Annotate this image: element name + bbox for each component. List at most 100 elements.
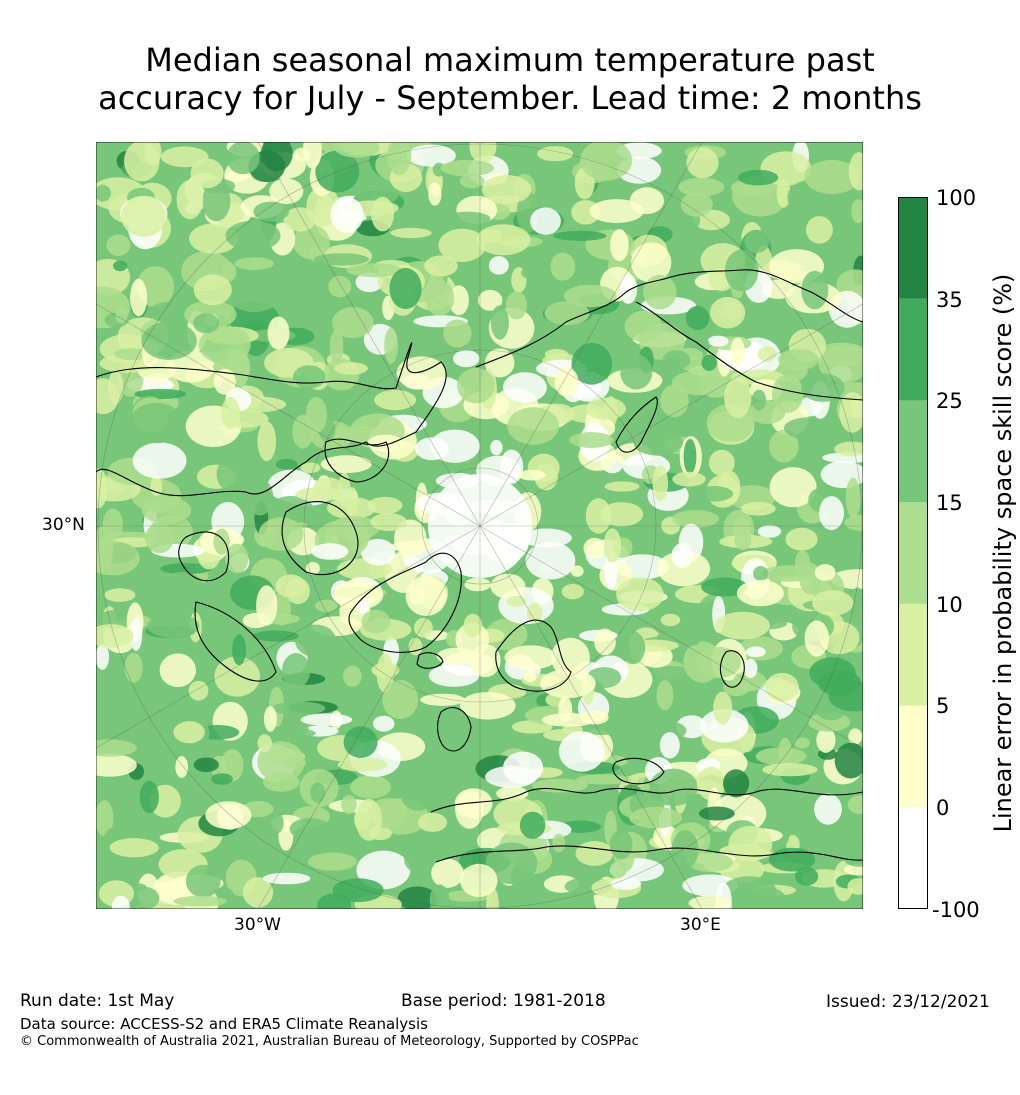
colorbar-bin	[898, 502, 928, 604]
skill-patch	[257, 734, 272, 753]
skill-patch	[530, 207, 561, 235]
skill-patch	[315, 599, 338, 612]
skill-patch	[710, 296, 746, 329]
skill-patch	[213, 368, 236, 395]
skill-patch	[547, 901, 581, 909]
skill-patch	[816, 727, 836, 753]
skill-patch	[252, 630, 299, 642]
skill-patch	[389, 267, 422, 310]
skill-patch	[96, 643, 110, 670]
skill-patch	[713, 691, 733, 725]
skill-patch	[554, 367, 579, 397]
skill-patch	[490, 439, 503, 456]
skill-patch	[113, 260, 128, 272]
skill-patch	[730, 337, 745, 367]
skill-patch	[476, 224, 531, 256]
skill-patch	[814, 793, 842, 825]
meridian-30e	[479, 525, 703, 909]
black-sea-coast	[612, 757, 665, 785]
colorbar-tick-5: 5	[936, 694, 950, 718]
skill-patch	[736, 580, 784, 607]
skill-patch	[724, 377, 752, 418]
skill-patch	[139, 780, 159, 814]
skill-patch	[256, 585, 278, 626]
skill-patch	[620, 354, 653, 390]
skill-patch	[315, 195, 336, 224]
skill-patch	[173, 721, 205, 744]
skill-patch	[130, 617, 143, 651]
skill-patch	[552, 833, 566, 853]
skill-patch	[550, 252, 576, 281]
skill-patch	[503, 751, 544, 784]
skill-patch	[544, 301, 590, 326]
map-title-line-2: accuracy for July - September. Lead time…	[98, 79, 922, 117]
skill-patch	[537, 146, 574, 162]
skill-patch	[814, 564, 836, 581]
meridian-150e	[479, 142, 703, 527]
skill-patch	[571, 342, 613, 385]
skill-patch	[96, 432, 142, 444]
skill-patch	[361, 538, 396, 566]
skill-patch	[258, 517, 304, 552]
skill-field-patches	[96, 142, 863, 909]
copyright: © Commonwealth of Australia 2021, Austra…	[20, 1034, 639, 1049]
skill-patch	[677, 635, 701, 647]
skill-patch	[390, 227, 432, 239]
skill-patch	[631, 242, 672, 283]
skill-patch	[190, 158, 224, 189]
skill-patch	[569, 432, 614, 448]
skill-patch	[839, 392, 863, 433]
skill-patch	[757, 525, 782, 538]
skill-patch	[482, 175, 532, 204]
skill-patch	[387, 142, 412, 176]
skill-patch	[428, 182, 442, 206]
skill-patch	[844, 514, 863, 531]
skill-patch	[293, 147, 311, 162]
skill-patch	[484, 348, 515, 378]
skill-patch	[289, 817, 331, 841]
skill-patch	[848, 728, 863, 745]
skill-patch	[629, 806, 682, 829]
skill-patch	[159, 653, 196, 687]
skill-patch	[408, 586, 425, 605]
skill-patch	[794, 737, 810, 749]
skill-patch	[394, 519, 427, 558]
skill-patch	[732, 175, 789, 217]
meridian-60w	[96, 525, 481, 749]
skill-patch	[540, 669, 596, 699]
skill-patch	[505, 291, 528, 320]
skill-patch	[328, 275, 352, 298]
skill-patch	[585, 397, 626, 420]
skill-patch	[693, 486, 734, 502]
skill-patch	[769, 429, 799, 463]
skill-patch	[267, 316, 290, 350]
skill-patch	[707, 335, 729, 347]
skill-patch	[355, 272, 384, 293]
skill-patch	[223, 888, 236, 909]
skill-patch	[769, 467, 817, 508]
skill-patch	[851, 199, 863, 224]
skill-patch	[521, 267, 539, 279]
skill-patch	[361, 609, 391, 634]
skill-patch	[570, 565, 584, 577]
skill-patch	[680, 192, 713, 217]
skill-patch	[589, 199, 644, 224]
skill-patch	[429, 884, 450, 909]
run-date: Run date: 1st May	[20, 991, 175, 1011]
skill-patch	[175, 756, 189, 778]
skill-patch	[567, 791, 607, 808]
skill-patch	[463, 613, 483, 637]
skill-patch	[795, 867, 819, 886]
skill-patch	[145, 523, 174, 554]
skill-patch	[469, 142, 497, 164]
skill-patch	[257, 741, 305, 783]
base-period: Base period: 1981-2018	[401, 991, 606, 1011]
skill-patch	[541, 713, 596, 727]
skill-patch	[594, 628, 616, 656]
skill-patch	[772, 374, 804, 413]
skill-patch	[438, 228, 486, 262]
skill-patch	[804, 159, 860, 195]
skill-patch	[292, 414, 314, 449]
skill-patch	[699, 369, 734, 398]
graticule	[96, 142, 863, 909]
